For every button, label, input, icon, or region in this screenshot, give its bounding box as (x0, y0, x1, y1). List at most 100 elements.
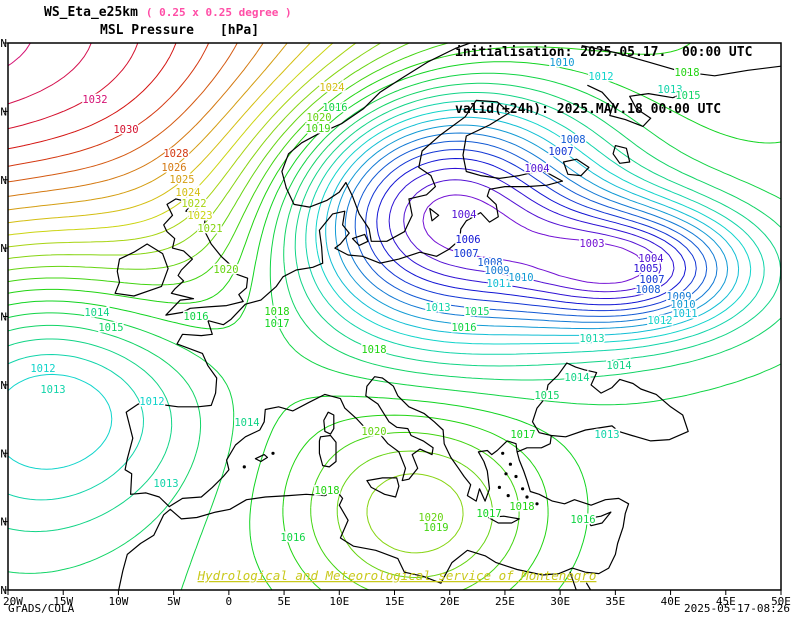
y-axis-label: 55N (0, 242, 7, 255)
coastlines (114, 43, 781, 590)
x-axis-label: 25E (495, 595, 515, 608)
isobar-1032 (8, 43, 31, 67)
coastline-path (114, 243, 169, 297)
contour-label: 1025 (169, 174, 194, 186)
valid-time: valid(+24h): 2025.MAY.18 00:00 UTC (455, 102, 722, 117)
island-dot (521, 487, 525, 491)
contour-label: 1016 (570, 514, 595, 526)
isobar-1007 (365, 149, 697, 312)
isobar-1015 (8, 82, 781, 574)
isobar-1025 (8, 43, 288, 211)
contour-label: 1022 (181, 198, 206, 210)
island-dot (535, 502, 539, 506)
contour-label: 1014 (606, 360, 631, 372)
contour-label: 1018 (264, 306, 289, 318)
coastline-path (612, 145, 631, 164)
contour-label: 1015 (98, 322, 123, 334)
x-axis-label: 35E (605, 595, 625, 608)
island-dot (514, 474, 518, 479)
model-name: WS_Eta_e25km (44, 5, 138, 20)
isobar-1008 (354, 140, 708, 317)
isobar-1013 (8, 100, 765, 501)
header-title-row: WS_Eta_e25km ( 0.25 x 0.25 degree ) (44, 5, 292, 20)
coastline-path (569, 571, 577, 590)
contour-label: 1020 (361, 426, 386, 438)
contour-label: 1009 (666, 291, 691, 303)
isobar-contours (8, 43, 781, 590)
x-axis-label: 0 (226, 595, 233, 608)
contour-label: 1010 (508, 272, 533, 284)
isobar-1003 (422, 194, 645, 284)
contour-label: 1004 (524, 163, 549, 175)
isobar-1006 (376, 158, 687, 306)
island-dot (242, 465, 246, 469)
coastline-path (586, 582, 592, 590)
coastline-path (318, 434, 337, 468)
contour-label: 1011 (486, 278, 511, 290)
init-time: initialisation: 2025.05.17. 00:00 UTC (455, 45, 753, 60)
isobar-1018 (8, 43, 692, 590)
contour-label: 1013 (657, 84, 682, 96)
y-axis-label: 70N (0, 37, 7, 50)
x-axis-label: 5W (167, 595, 181, 608)
x-axis-label: 10E (329, 595, 349, 608)
y-axis-label: 50N (0, 311, 7, 324)
contour-label: 1017 (476, 508, 501, 520)
isobar-1026 (8, 43, 264, 197)
y-axis-label: 65N (0, 105, 7, 118)
generation-timestamp: 2025-05-17-08:26 (684, 602, 790, 615)
isobar-1014 (8, 92, 781, 533)
contour-label: 1016 (451, 322, 476, 334)
coastline-path (163, 198, 249, 316)
contour-label: 1010 (549, 57, 574, 69)
contour-label: 1020 (418, 512, 443, 524)
isobar-1012 (8, 108, 752, 470)
contour-label: 1011 (672, 308, 697, 320)
island-dot (501, 451, 505, 455)
coastline-path (168, 376, 518, 508)
contour-label: 1023 (187, 210, 212, 222)
contour-label: 1010 (670, 299, 695, 311)
contour-label: 1020 (213, 264, 238, 276)
contour-label: 1019 (305, 123, 330, 135)
island-dot (525, 495, 529, 499)
contour-label: 1009 (484, 265, 509, 277)
coastline-path (562, 158, 590, 177)
model-resolution: ( 0.25 x 0.25 degree ) (145, 6, 292, 19)
contour-label: 1012 (139, 396, 164, 408)
contour-label: 1014 (234, 417, 259, 429)
header-field-row: MSL Pressure [hPa] (100, 23, 259, 38)
contour-label: 1024 (175, 187, 200, 199)
isobar-1023 (8, 43, 334, 236)
y-axis-label: 45N (0, 379, 7, 392)
island-dot (497, 485, 501, 489)
island-dot (508, 462, 512, 466)
field-name: MSL Pressure (100, 23, 194, 38)
contour-label: 1013 (594, 429, 619, 441)
x-axis-label: 20E (440, 595, 460, 608)
island-dot (504, 472, 508, 476)
island-dot (506, 494, 510, 498)
isobar-1004 (403, 179, 662, 293)
isobar-1031 (8, 43, 92, 105)
coastline-path (118, 362, 689, 590)
isobar-1020 (8, 43, 494, 578)
contour-label: 1008 (560, 134, 585, 146)
contour-label: 1018 (314, 485, 339, 497)
isobar-1021 (8, 43, 464, 554)
contour-label: 1007 (639, 274, 664, 286)
coastline-path (254, 454, 269, 463)
x-axis-label: 10W (108, 595, 128, 608)
y-axis-label: 30N (0, 584, 7, 597)
coastline-path (124, 180, 563, 508)
contour-label: 1013 (153, 478, 178, 490)
contour-label: 1007 (453, 248, 478, 260)
contour-label: 1018 (361, 344, 386, 356)
coastline-path (351, 233, 369, 246)
contour-label: 1026 (161, 162, 186, 174)
contour-label: 1008 (635, 284, 660, 296)
contour-label: 1017 (510, 429, 535, 441)
x-axis-label: 20W (3, 595, 23, 608)
